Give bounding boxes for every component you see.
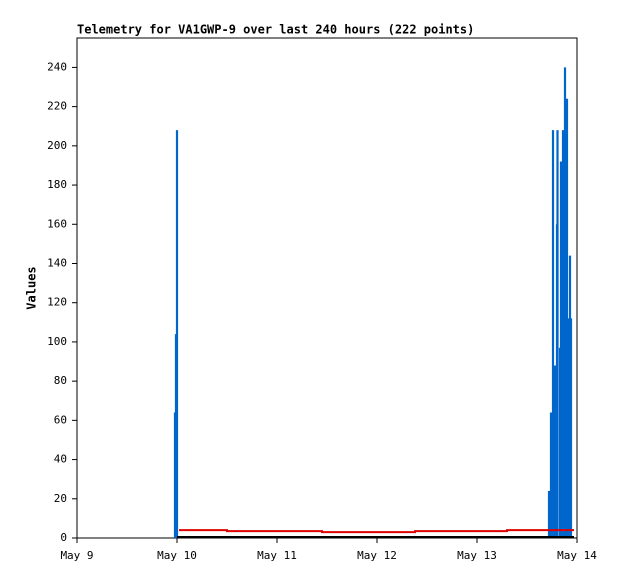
x-tick-label: May 12 <box>357 549 397 562</box>
y-tick-label: 80 <box>54 374 67 387</box>
x-tick-label: May 9 <box>60 549 93 562</box>
x-tick-label: May 10 <box>157 549 197 562</box>
y-tick-label: 200 <box>47 139 67 152</box>
y-tick-label: 240 <box>47 60 67 73</box>
y-tick-label: 40 <box>54 453 67 466</box>
y-tick-label: 140 <box>47 256 67 269</box>
y-tick-label: 60 <box>54 413 67 426</box>
y-tick-label: 180 <box>47 178 67 191</box>
series-line <box>179 529 574 534</box>
y-tick-label: 0 <box>60 531 67 544</box>
y-tick-label: 120 <box>47 296 67 309</box>
y-tick-label: 160 <box>47 217 67 230</box>
chart-title: Telemetry for VA1GWP-9 over last 240 hou… <box>77 23 474 37</box>
x-tick-label: May 14 <box>557 549 597 562</box>
x-tick-label: May 13 <box>457 549 497 562</box>
plot-frame <box>76 37 578 539</box>
y-tick-label: 20 <box>54 492 67 505</box>
y-tick-label: 100 <box>47 335 67 348</box>
y-tick-label: 220 <box>47 100 67 113</box>
y-axis-label: Values <box>25 266 39 309</box>
x-tick-label: May 11 <box>257 549 297 562</box>
